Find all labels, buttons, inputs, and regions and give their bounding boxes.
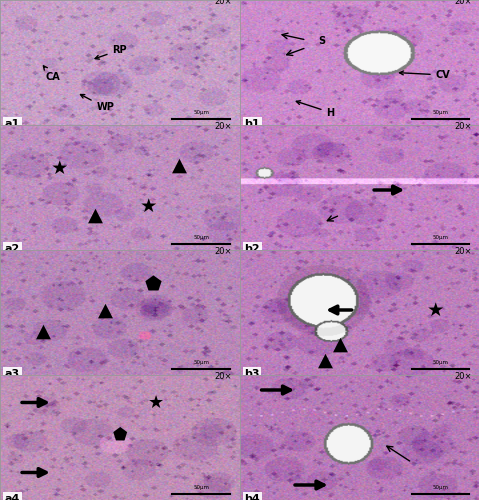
Text: 50μm: 50μm [193,360,209,365]
Text: 50μm: 50μm [433,110,449,115]
Text: ▲: ▲ [172,156,187,174]
Text: CA: CA [44,66,60,82]
Text: 50μm: 50μm [193,235,209,240]
Text: a1: a1 [5,118,20,128]
Text: a3: a3 [5,369,20,379]
Text: a4: a4 [5,494,20,500]
Text: a2: a2 [5,244,20,254]
Text: 20×: 20× [454,247,472,256]
Text: ▲: ▲ [98,300,113,320]
Text: RP: RP [95,45,127,59]
Text: CV: CV [399,70,450,80]
Text: 20×: 20× [215,0,232,6]
Text: ⬟: ⬟ [113,426,127,444]
Text: H: H [297,100,334,117]
Text: ▲: ▲ [332,334,348,353]
Text: 50μm: 50μm [433,235,449,240]
Text: WP: WP [80,94,114,112]
Text: 50μm: 50μm [433,360,449,365]
Text: 20×: 20× [454,372,472,381]
Text: S: S [319,36,326,46]
Text: 20×: 20× [454,122,472,131]
Text: 50μm: 50μm [193,485,209,490]
Text: ▲: ▲ [35,322,51,341]
Text: b1: b1 [244,118,260,128]
Text: 20×: 20× [215,372,232,381]
Text: b3: b3 [244,369,260,379]
Text: b4: b4 [244,494,260,500]
Text: ★: ★ [51,159,68,178]
Text: ★: ★ [140,196,157,216]
Text: 50μm: 50μm [193,110,209,115]
Text: 20×: 20× [454,0,472,6]
Text: 20×: 20× [215,247,232,256]
Text: ★: ★ [427,300,445,320]
Text: b2: b2 [244,244,260,254]
Text: 50μm: 50μm [433,485,449,490]
Text: 20×: 20× [215,122,232,131]
Text: ★: ★ [148,394,164,411]
Text: ▲: ▲ [88,206,103,225]
Text: ▲: ▲ [318,350,333,370]
Text: ⬟: ⬟ [145,276,162,294]
